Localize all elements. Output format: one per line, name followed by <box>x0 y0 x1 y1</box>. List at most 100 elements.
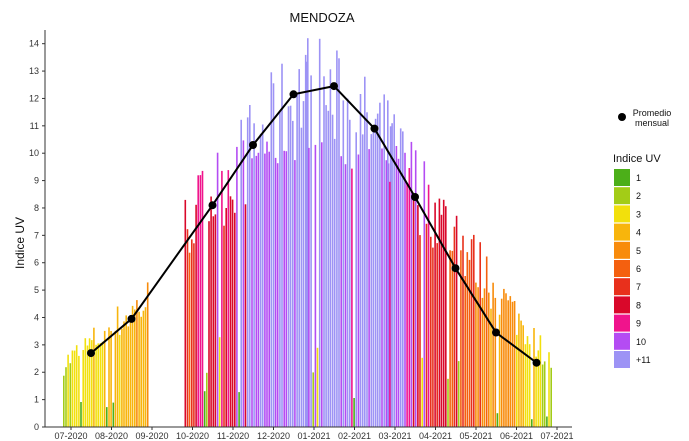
daily-uv-bar <box>217 153 219 427</box>
daily-uv-bar <box>102 342 104 427</box>
daily-uv-bar <box>345 164 347 427</box>
daily-uv-bar <box>286 151 288 427</box>
daily-uv-bar <box>512 302 514 427</box>
daily-uv-bar <box>256 156 258 427</box>
daily-uv-bar <box>143 311 145 427</box>
daily-uv-bar <box>389 182 391 427</box>
daily-uv-bar <box>479 242 481 427</box>
daily-uv-bar <box>312 372 314 427</box>
daily-uv-bar <box>464 276 466 427</box>
daily-uv-bar <box>245 204 247 427</box>
legend-swatch <box>614 351 630 368</box>
x-tick-label: 05-2021 <box>459 431 492 441</box>
daily-uv-bar <box>430 237 432 427</box>
daily-uv-bar <box>518 314 520 427</box>
daily-uv-bar <box>268 152 270 427</box>
legend-swatch <box>614 205 630 222</box>
y-tick-label: 9 <box>34 176 39 186</box>
daily-uv-bar <box>271 72 273 427</box>
legend-title: Indice UV <box>613 153 661 165</box>
daily-uv-bar <box>332 115 334 427</box>
x-tick-label: 03-2021 <box>378 431 411 441</box>
average-point <box>411 193 419 201</box>
daily-uv-bar <box>338 58 340 427</box>
daily-uv-bar <box>454 227 456 427</box>
daily-uv-bar <box>467 252 469 427</box>
x-tick-label: 08-2020 <box>95 431 128 441</box>
daily-uv-bar <box>308 148 310 427</box>
daily-uv-bar <box>477 287 479 427</box>
daily-uv-bar <box>115 331 117 427</box>
daily-uv-bar <box>238 392 240 427</box>
daily-uv-bar <box>97 343 99 427</box>
daily-uv-bar <box>503 289 505 427</box>
daily-uv-bar <box>117 307 119 428</box>
daily-uv-bar <box>197 175 199 427</box>
daily-uv-bar <box>445 206 447 427</box>
daily-uv-bar <box>456 216 458 427</box>
y-tick-label: 14 <box>29 39 39 49</box>
daily-uv-bar <box>321 142 323 427</box>
daily-uv-bar <box>328 111 330 427</box>
x-tick-label: 11-2020 <box>217 431 249 441</box>
daily-uv-bar <box>82 350 84 427</box>
daily-uv-bar <box>125 315 127 427</box>
daily-uv-bar <box>296 94 298 427</box>
daily-uv-bar <box>492 283 494 427</box>
daily-uv-bar <box>262 125 264 428</box>
average-point <box>87 349 95 357</box>
legend-swatch <box>614 242 630 259</box>
daily-uv-bar <box>406 184 408 427</box>
average-point <box>371 125 379 133</box>
daily-uv-bar <box>419 235 421 427</box>
daily-uv-bar <box>473 235 475 427</box>
daily-uv-bar <box>548 352 550 427</box>
legend-item-label: 1 <box>636 173 641 183</box>
daily-uv-bar <box>128 326 130 427</box>
daily-uv-bar <box>106 407 108 427</box>
daily-uv-bar <box>373 128 375 427</box>
daily-uv-bar <box>279 112 281 427</box>
x-tick-label: 01-2021 <box>297 431 330 441</box>
daily-uv-bar <box>366 112 368 427</box>
daily-uv-bar <box>253 123 255 427</box>
daily-uv-bar <box>221 171 223 427</box>
x-tick-label: 04-2021 <box>419 431 452 441</box>
y-tick-label: 0 <box>34 422 39 432</box>
daily-uv-bar <box>225 208 227 427</box>
daily-uv-bar <box>200 175 202 427</box>
daily-uv-bar <box>469 260 471 427</box>
daily-uv-bar <box>264 154 266 427</box>
x-tick-label: 06-2021 <box>500 431 533 441</box>
daily-uv-bar <box>317 348 319 427</box>
daily-uv-bar <box>80 402 82 427</box>
daily-uv-bar <box>319 39 321 427</box>
daily-uv-bar <box>189 253 191 427</box>
daily-uv-bar <box>497 413 499 427</box>
average-point <box>452 264 460 272</box>
daily-uv-bar <box>533 328 535 427</box>
y-tick-label: 2 <box>34 367 39 377</box>
daily-uv-bar <box>266 142 268 427</box>
daily-uv-bar <box>136 300 138 427</box>
daily-uv-bar <box>349 120 351 427</box>
legend-item-label: 7 <box>636 282 641 292</box>
daily-uv-bar <box>74 351 76 427</box>
legend: PromediomensualIndice UV12345678910+11 <box>613 108 671 368</box>
daily-uv-bar <box>396 146 398 427</box>
average-point <box>492 329 500 337</box>
average-point <box>290 90 298 98</box>
daily-uv-bar <box>371 134 373 427</box>
daily-uv-bar <box>486 257 488 428</box>
daily-uv-bar <box>315 145 317 427</box>
y-tick-label: 4 <box>34 312 39 322</box>
daily-uv-bar <box>447 379 449 427</box>
x-tick-label: 02-2021 <box>338 431 371 441</box>
daily-uv-bar <box>443 200 445 427</box>
legend-item-label: 2 <box>636 191 641 201</box>
legend-swatch <box>614 296 630 313</box>
daily-uv-bar <box>303 101 305 427</box>
daily-uv-bar <box>432 248 434 427</box>
daily-uv-bar <box>386 160 388 427</box>
daily-uv-bar <box>531 419 533 427</box>
